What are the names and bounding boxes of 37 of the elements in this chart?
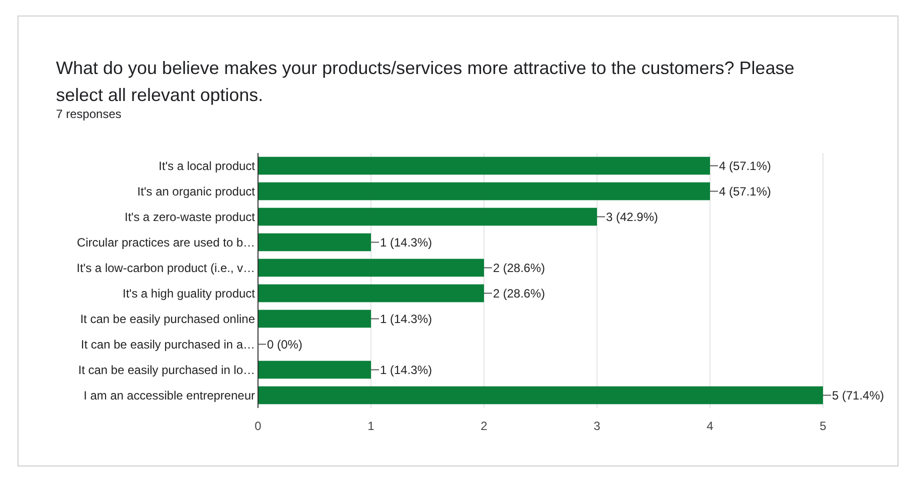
data-label: 2 (28.6%) [493,286,546,300]
bar [258,182,710,200]
data-label: 5 (71.4%) [832,388,884,402]
data-label: 1 (14.3%) [380,312,432,326]
data-label: 2 (28.6%) [493,260,546,275]
chart-title: What do you believe makes your products/services more attractive to the customers? Please select all relevant options. [56,58,794,105]
y-tick-label: It's a local product [158,158,256,173]
bar [258,208,597,226]
x-tick-label: 4 [706,419,714,433]
data-label: 1 (14.3%) [380,362,432,377]
bar [258,386,823,404]
y-tick-label: It can be easily purchased online [80,312,256,326]
bar [258,284,484,302]
bar [258,310,371,328]
y-tick-label: It's a high guality product [122,286,256,300]
bar [258,360,371,379]
y-tick-label: It's a low-carbon product (i.e., v… [76,260,255,275]
y-tick-label: It can be easily purchased in lo… [78,362,255,377]
y-tick-label: It's a zero-waste product [124,210,256,224]
y-tick-label: It can be easily purchased in a… [80,337,255,352]
y-tick-label: I am an accessible entrepreneur [84,388,255,402]
x-tick-label: 5 [820,419,827,433]
y-tick-label: Circular practices are used to b… [76,235,255,250]
bar [258,258,484,277]
text: 7 responses [56,107,122,121]
y-tick-label: It's an organic product [137,184,256,198]
data-label: 3 (42.9%) [606,210,658,224]
x-tick-label: 1 [368,419,375,433]
data-label: 4 (57.1%) [719,158,772,173]
data-label: 1 (14.3%) [380,235,432,250]
x-tick-label: 3 [594,419,601,433]
bar [258,233,371,252]
x-tick-label: 0 [254,419,262,433]
data-label: 0 (0%) [267,337,302,352]
data-label: 4 (57.1%) [719,184,772,198]
bar [258,156,710,175]
x-tick-label: 2 [480,419,488,433]
